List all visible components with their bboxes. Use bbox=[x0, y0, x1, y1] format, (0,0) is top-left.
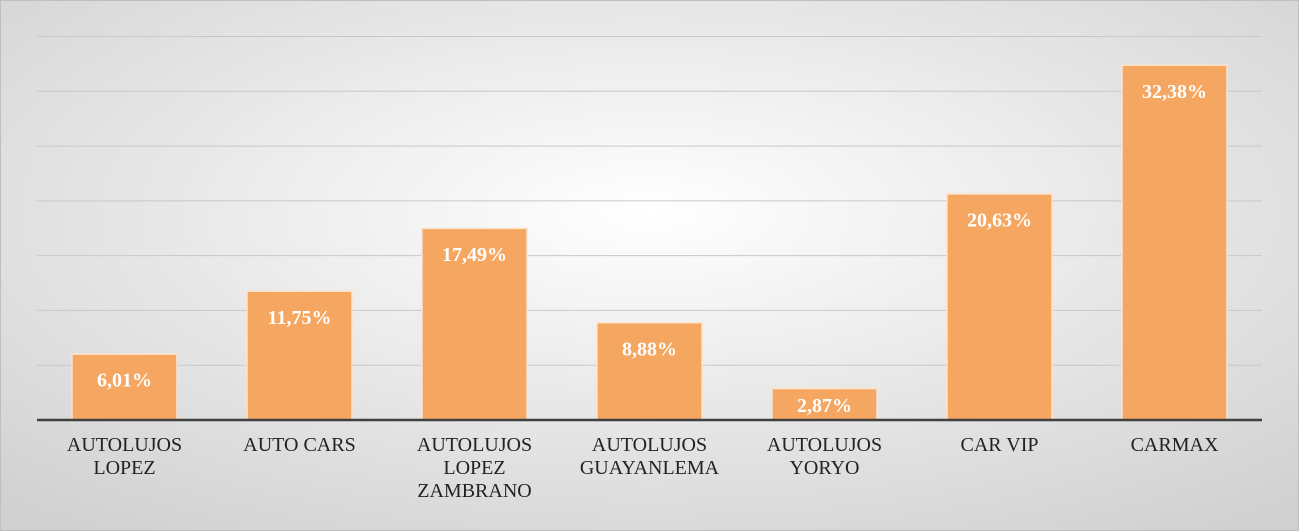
data-label: 6,01% bbox=[97, 370, 152, 392]
bar bbox=[246, 290, 353, 421]
data-label: 32,38% bbox=[1142, 81, 1207, 103]
data-label: 11,75% bbox=[268, 307, 332, 329]
x-tick-label: AUTO CARS bbox=[243, 434, 355, 456]
data-label: 17,49% bbox=[442, 244, 507, 266]
x-tick-label: AUTOLUJOS GUAYANLEMA bbox=[580, 434, 720, 479]
data-label: 20,63% bbox=[967, 210, 1032, 232]
x-tick-label: AUTOLUJOS YORYO bbox=[767, 434, 882, 479]
bar bbox=[1121, 64, 1228, 421]
x-tick-label: CAR VIP bbox=[961, 434, 1039, 456]
data-label: 2,87% bbox=[797, 395, 852, 417]
x-tick-label: AUTOLUJOS LOPEZ bbox=[67, 434, 182, 479]
x-tick-label: CARMAX bbox=[1131, 434, 1219, 456]
bar bbox=[421, 227, 528, 421]
x-tick-label: AUTOLUJOS LOPEZ ZAMBRANO bbox=[417, 434, 532, 502]
bar bbox=[946, 193, 1053, 421]
bar bbox=[596, 321, 703, 421]
data-label: 8,88% bbox=[622, 338, 677, 360]
